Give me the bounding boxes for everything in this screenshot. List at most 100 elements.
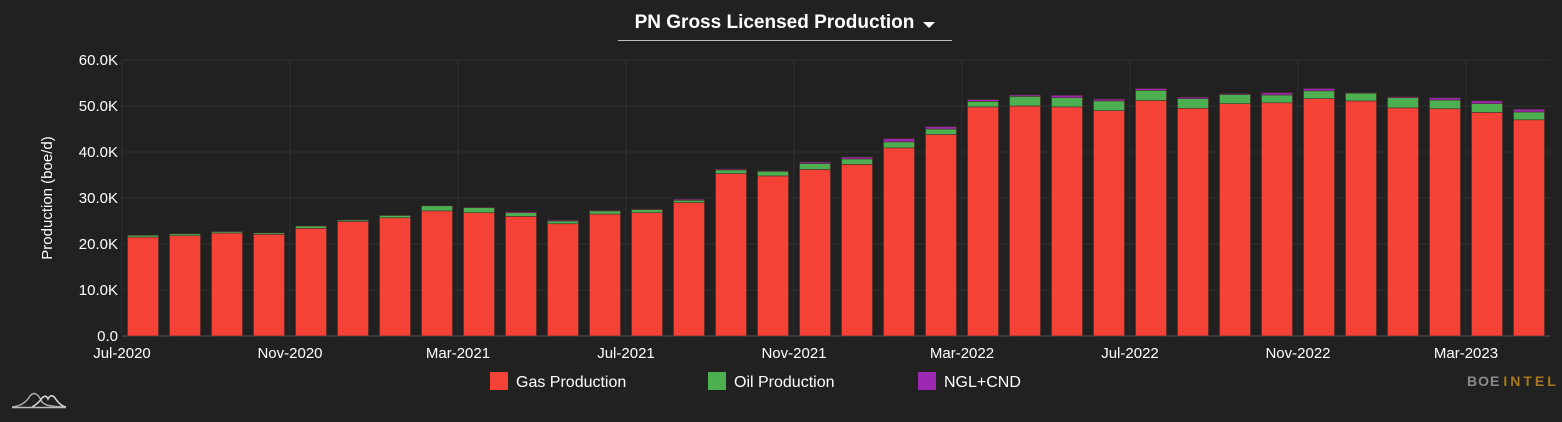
y-tick-label: 0.0 [97,328,118,345]
bar-ngl-cnd [1513,108,1545,113]
bar-gas-production [211,232,243,337]
bar-gas-production [673,202,705,337]
bar-gas-production [253,234,285,337]
bar-ngl-cnd [1471,100,1503,105]
bar-ngl-cnd [673,199,705,201]
y-tick-label: 40.0K [79,144,118,161]
bar-ngl-cnd [715,168,747,171]
brand-part2: INTEL [1503,373,1559,389]
bar-gas-production [127,236,159,337]
brand-part1: BOE [1467,373,1501,389]
bar-oil-production [337,219,369,222]
bar-gas-production [715,173,747,337]
bar-oil-production [547,220,579,225]
bar-ngl-cnd [1429,97,1461,101]
bar-ngl-cnd [1387,96,1419,99]
bar-oil-production [589,210,621,215]
bar-gas-production [1303,98,1335,337]
bar-gas-production [295,228,327,337]
bar-oil-production [1219,94,1251,104]
bar-gas-production [337,221,369,337]
bar-gas-production [1345,100,1377,337]
bar-oil-production [295,225,327,229]
bar-gas-production [1387,107,1419,337]
bar-ngl-cnd [1051,95,1083,99]
bar-ngl-cnd [1135,88,1167,91]
x-tick-label: Jul-2021 [597,345,655,362]
bar-ngl-cnd [841,156,873,160]
bar-oil-production [673,200,705,203]
bar-oil-production [421,205,453,212]
bar-oil-production [1051,97,1083,108]
bar-oil-production [253,232,285,235]
bar-oil-production [1345,92,1377,102]
bar-oil-production [1261,94,1293,104]
bar-gas-production [421,210,453,337]
bar-ngl-cnd [799,161,831,164]
bar-ngl-cnd [505,211,537,214]
y-tick-label: 20.0K [79,236,118,253]
bar-oil-production [169,233,201,237]
bar-gas-production [505,216,537,337]
x-tick-label: Nov-2020 [257,345,322,362]
legend-swatch [490,372,508,390]
bar-gas-production [925,134,957,337]
y-tick-label: 30.0K [79,190,118,207]
bar-ngl-cnd [1303,88,1335,92]
bar-gas-production [631,212,663,337]
legend-label: Oil Production [734,374,835,391]
y-tick-label: 60.0K [79,52,118,69]
chart-title: PN Gross Licensed Production [634,12,915,33]
x-tick-label: Jul-2020 [93,345,151,362]
bar-ngl-cnd [547,219,579,222]
y-tick-label: 10.0K [79,282,118,299]
bar-gas-production [1429,108,1461,337]
y-tick-label: 50.0K [79,98,118,115]
bar-oil-production [379,215,411,219]
bar-ngl-cnd [1219,93,1251,95]
bar-ngl-cnd [883,138,915,143]
bar-gas-production [547,223,579,337]
x-tick-label: Mar-2023 [1434,345,1498,362]
bar-oil-production [463,207,495,214]
bar-oil-production [799,163,831,170]
bar-gas-production [1471,112,1503,337]
bar-oil-production [211,231,243,234]
legend-label: Gas Production [516,374,626,391]
bar-ngl-cnd [967,99,999,102]
bar-ngl-cnd [1261,92,1293,96]
bar-gas-production [1051,106,1083,337]
chart-title-dropdown[interactable]: PN Gross Licensed Production [618,6,952,41]
x-tick-label: Jul-2022 [1101,345,1159,362]
bar-oil-production [1303,90,1335,99]
bar-oil-production [841,158,873,165]
x-tick-label: Mar-2022 [930,345,994,362]
bar-gas-production [1135,100,1167,337]
bar-oil-production [1471,103,1503,113]
legend-swatch [708,372,726,390]
mountain-waves-logo-icon [10,390,68,415]
bar-ngl-cnd [1093,98,1125,102]
bar-oil-production [1177,98,1209,109]
bar-gas-production [1093,110,1125,337]
y-axis-label: Production (boe/d) [39,136,56,259]
bar-oil-production [1513,111,1545,121]
x-tick-label: Mar-2021 [426,345,490,362]
brand-watermark: BOE INTEL [1467,373,1559,389]
bar-oil-production [757,171,789,177]
bar-gas-production [841,164,873,337]
bar-gas-production [589,213,621,337]
x-tick-label: Nov-2021 [761,345,826,362]
bar-gas-production [1261,102,1293,337]
bar-oil-production [967,101,999,108]
bar-gas-production [1009,105,1041,337]
bar-ngl-cnd [1009,94,1041,97]
bar-gas-production [1513,119,1545,337]
bar-oil-production [1009,96,1041,107]
bar-ngl-cnd [925,126,957,130]
bar-gas-production [757,175,789,337]
bar-oil-production [1387,97,1419,109]
bar-ngl-cnd [1177,96,1209,99]
bar-gas-production [883,147,915,337]
bar-gas-production [463,212,495,337]
